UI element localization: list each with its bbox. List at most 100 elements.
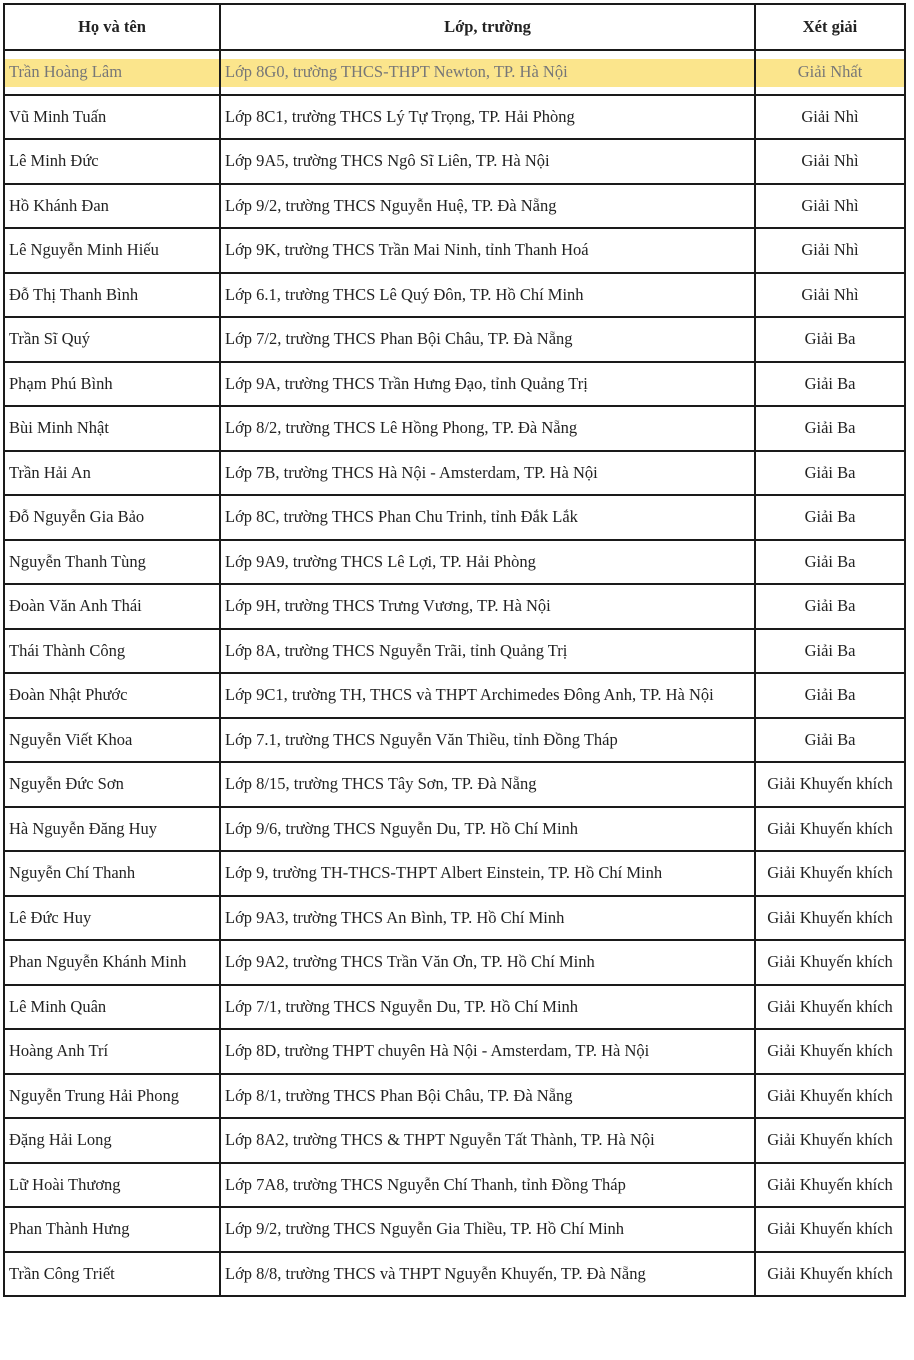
cell-award: Giải Khuyến khích xyxy=(754,805,906,852)
cell-award: Giải Khuyến khích xyxy=(754,894,906,941)
cell-school: Lớp 7B, trường THCS Hà Nội - Amsterdam, … xyxy=(219,449,756,496)
table-row: Đỗ Nguyễn Gia Bảo Lớp 8C, trường THCS Pha… xyxy=(3,494,906,541)
table-row: Hà Nguyễn Đăng Huy Lớp 9/6, trường THCS N… xyxy=(3,805,906,852)
table-row: Vũ Minh Tuấn Lớp 8C1, trường THCS Lý Tự T… xyxy=(3,93,906,140)
table-row: Trần Hải An Lớp 7B, trường THCS Hà Nội - … xyxy=(3,449,906,496)
cell-school: Lớp 9A5, trường THCS Ngô Sĩ Liên, TP. Hà… xyxy=(219,138,756,185)
cell-award: Giải Khuyến khích xyxy=(754,1161,906,1208)
cell-award: Giải Khuyến khích xyxy=(754,1250,906,1297)
awards-table: Họ và tên Lớp, trường Xét giải Trần Hoàn… xyxy=(3,3,906,1297)
cell-name: Trần Công Triết xyxy=(3,1250,221,1297)
cell-name: Đoàn Nhật Phước xyxy=(3,672,221,719)
header-school: Lớp, trường xyxy=(219,3,756,51)
cell-award: Giải Nhì xyxy=(754,271,906,318)
cell-school: Lớp 9/6, trường THCS Nguyễn Du, TP. Hồ C… xyxy=(219,805,756,852)
table-row: Hoàng Anh Trí Lớp 8D, trường THPT chuyên … xyxy=(3,1028,906,1075)
cell-name: Nguyễn Trung Hải Phong xyxy=(3,1072,221,1119)
cell-award: Giải Ba xyxy=(754,360,906,407)
table-row: Nguyễn Thanh Tùng Lớp 9A9, trường THCS Lê… xyxy=(3,538,906,585)
table-row: Phạm Phú Bình Lớp 9A, trường THCS Trần Hư… xyxy=(3,360,906,407)
cell-name: Lê Nguyễn Minh Hiếu xyxy=(3,227,221,274)
cell-name: Lữ Hoài Thương xyxy=(3,1161,221,1208)
cell-award: Giải Ba xyxy=(754,538,906,585)
cell-school: Lớp 9A, trường THCS Trần Hưng Đạo, tỉnh … xyxy=(219,360,756,407)
table-row: Trần Sĩ Quý Lớp 7/2, trường THCS Phan Bội… xyxy=(3,316,906,363)
cell-name: Nguyễn Đức Sơn xyxy=(3,761,221,808)
cell-school: Lớp 8/15, trường THCS Tây Sơn, TP. Đà Nẵ… xyxy=(219,761,756,808)
table-row: Trần Hoàng Lâm Lớp 8G0, trường THCS-THPT … xyxy=(3,49,906,96)
cell-award: Giải Khuyến khích xyxy=(754,983,906,1030)
cell-name: Đỗ Nguyễn Gia Bảo xyxy=(3,494,221,541)
cell-award: Giải Nhì xyxy=(754,182,906,229)
cell-name: Lê Minh Quân xyxy=(3,983,221,1030)
cell-name: Trần Hoàng Lâm xyxy=(3,49,221,96)
table-row: Lê Minh Đức Lớp 9A5, trường THCS Ngô Sĩ L… xyxy=(3,138,906,185)
cell-name: Vũ Minh Tuấn xyxy=(3,93,221,140)
cell-name: Thái Thành Công xyxy=(3,627,221,674)
table-row: Lê Minh Quân Lớp 7/1, trường THCS Nguyễn … xyxy=(3,983,906,1030)
cell-name: Hồ Khánh Đan xyxy=(3,182,221,229)
cell-name: Hoàng Anh Trí xyxy=(3,1028,221,1075)
cell-school: Lớp 8A2, trường THCS & THPT Nguyễn Tất T… xyxy=(219,1117,756,1164)
cell-award: Giải Nhất xyxy=(754,49,906,96)
cell-name: Hà Nguyễn Đăng Huy xyxy=(3,805,221,852)
cell-name: Lê Đức Huy xyxy=(3,894,221,941)
cell-award: Giải Khuyến khích xyxy=(754,1028,906,1075)
header-name: Họ và tên xyxy=(3,3,221,51)
cell-school: Lớp 8C1, trường THCS Lý Tự Trọng, TP. Hả… xyxy=(219,93,756,140)
cell-award: Giải Ba xyxy=(754,405,906,452)
cell-name: Phan Thành Hưng xyxy=(3,1206,221,1253)
cell-award: Giải Ba xyxy=(754,316,906,363)
cell-award: Giải Ba xyxy=(754,583,906,630)
cell-award: Giải Ba xyxy=(754,627,906,674)
cell-school: Lớp 9, trường TH-THCS-THPT Albert Einste… xyxy=(219,850,756,897)
table-row: Lữ Hoài Thương Lớp 7A8, trường THCS Nguyễ… xyxy=(3,1161,906,1208)
table-row: Bùi Minh Nhật Lớp 8/2, trường THCS Lê Hồn… xyxy=(3,405,906,452)
cell-award: Giải Khuyến khích xyxy=(754,1117,906,1164)
cell-award: Giải Ba xyxy=(754,494,906,541)
cell-award: Giải Khuyến khích xyxy=(754,1072,906,1119)
cell-name: Phạm Phú Bình xyxy=(3,360,221,407)
cell-name: Đặng Hải Long xyxy=(3,1117,221,1164)
cell-name: Bùi Minh Nhật xyxy=(3,405,221,452)
cell-award: Giải Ba xyxy=(754,716,906,763)
table-row: Nguyễn Đức Sơn Lớp 8/15, trường THCS Tây … xyxy=(3,761,906,808)
table-row: Phan Thành Hưng Lớp 9/2, trường THCS Nguy… xyxy=(3,1206,906,1253)
cell-name: Trần Hải An xyxy=(3,449,221,496)
table-row: Đoàn Văn Anh Thái Lớp 9H, trường THCS Trư… xyxy=(3,583,906,630)
cell-school: Lớp 9K, trường THCS Trần Mai Ninh, tỉnh … xyxy=(219,227,756,274)
cell-school: Lớp 7/1, trường THCS Nguyễn Du, TP. Hồ C… xyxy=(219,983,756,1030)
cell-name: Phan Nguyễn Khánh Minh xyxy=(3,939,221,986)
table-row: Đoàn Nhật Phước Lớp 9C1, trường TH, THCS … xyxy=(3,672,906,719)
cell-award: Giải Khuyến khích xyxy=(754,939,906,986)
cell-award: Giải Nhì xyxy=(754,227,906,274)
table-row: Lê Nguyễn Minh Hiếu Lớp 9K, trường THCS T… xyxy=(3,227,906,274)
cell-name: Nguyễn Viết Khoa xyxy=(3,716,221,763)
cell-award: Giải Nhì xyxy=(754,138,906,185)
cell-award: Giải Khuyến khích xyxy=(754,1206,906,1253)
cell-school: Lớp 9A9, trường THCS Lê Lợi, TP. Hải Phò… xyxy=(219,538,756,585)
cell-school: Lớp 9C1, trường TH, THCS và THPT Archime… xyxy=(219,672,756,719)
table-row: Hồ Khánh Đan Lớp 9/2, trường THCS Nguyễn … xyxy=(3,182,906,229)
cell-name: Đoàn Văn Anh Thái xyxy=(3,583,221,630)
table-row: Thái Thành Công Lớp 8A, trường THCS Nguyễ… xyxy=(3,627,906,674)
cell-award: Giải Khuyến khích xyxy=(754,761,906,808)
header-row: Họ và tên Lớp, trường Xét giải xyxy=(3,3,906,51)
cell-school: Lớp 9H, trường THCS Trưng Vương, TP. Hà … xyxy=(219,583,756,630)
cell-school: Lớp 8/1, trường THCS Phan Bội Châu, TP. … xyxy=(219,1072,756,1119)
cell-school: Lớp 7/2, trường THCS Phan Bội Châu, TP. … xyxy=(219,316,756,363)
table-row: Đỗ Thị Thanh Bình Lớp 6.1, trường THCS Lê… xyxy=(3,271,906,318)
table-row: Nguyễn Trung Hải Phong Lớp 8/1, trường TH… xyxy=(3,1072,906,1119)
cell-award: Giải Khuyến khích xyxy=(754,850,906,897)
cell-name: Đỗ Thị Thanh Bình xyxy=(3,271,221,318)
cell-school: Lớp 9A2, trường THCS Trần Văn Ơn, TP. Hồ… xyxy=(219,939,756,986)
cell-school: Lớp 8/8, trường THCS và THPT Nguyễn Khuy… xyxy=(219,1250,756,1297)
cell-school: Lớp 8/2, trường THCS Lê Hồng Phong, TP. … xyxy=(219,405,756,452)
cell-school: Lớp 9/2, trường THCS Nguyễn Huệ, TP. Đà … xyxy=(219,182,756,229)
cell-award: Giải Ba xyxy=(754,449,906,496)
table-row: Lê Đức Huy Lớp 9A3, trường THCS An Bình, … xyxy=(3,894,906,941)
cell-award: Giải Nhì xyxy=(754,93,906,140)
cell-name: Trần Sĩ Quý xyxy=(3,316,221,363)
table-row: Đặng Hải Long Lớp 8A2, trường THCS & THPT… xyxy=(3,1117,906,1164)
cell-name: Nguyễn Chí Thanh xyxy=(3,850,221,897)
